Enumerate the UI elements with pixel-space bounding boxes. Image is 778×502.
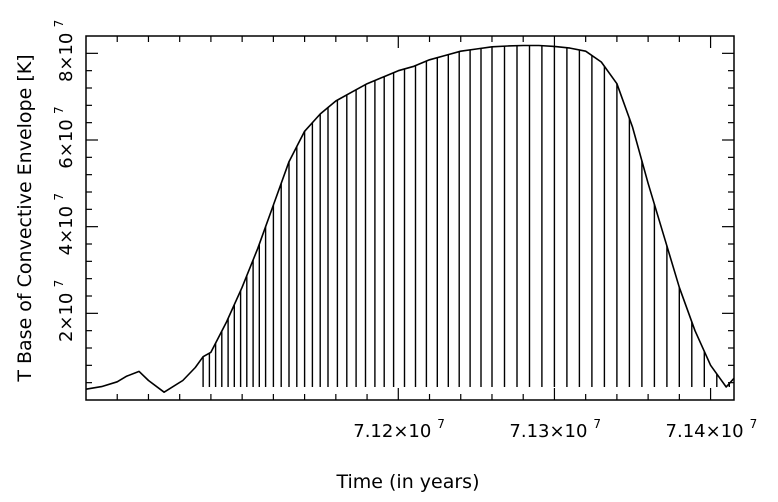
y-tick-label: 4×10 — [56, 206, 77, 255]
y-tick-label-group: 8×10 7 — [52, 20, 77, 82]
y-tick-exponent: 7 — [52, 106, 66, 114]
y-axis-ticks: 2×10 7 4×10 7 6×10 7 8×10 7 — [52, 20, 734, 384]
y-axis-label: T Base of Convective Envelope [K] — [14, 54, 36, 382]
y-tick-label: 8×10 — [56, 33, 77, 82]
plot-frame — [85, 35, 735, 401]
y-tick-exponent: 7 — [52, 280, 66, 288]
x-axis-label: Time (in years) — [335, 471, 479, 493]
y-tick-label: 2×10 — [56, 293, 77, 342]
temperature-curve — [85, 44, 735, 393]
x-tick-exponent: 7 — [750, 417, 758, 431]
x-tick-exponent: 7 — [437, 417, 445, 431]
y-tick-label-group: 2×10 7 — [52, 280, 77, 342]
x-tick-exponent: 7 — [593, 417, 601, 431]
y-tick-label-group: 4×10 7 — [52, 193, 77, 255]
y-tick-label-group: 6×10 7 — [52, 106, 77, 168]
series-layer — [85, 44, 735, 393]
x-axis-ticks: 7.12×10 7 7.13×10 7 7.14×10 7 — [116, 36, 758, 442]
x-tick-label: 7.12×10 — [353, 421, 431, 442]
y-tick-label: 6×10 — [56, 119, 77, 168]
y-tick-exponent: 7 — [52, 193, 66, 201]
y-tick-exponent: 7 — [52, 20, 66, 28]
x-tick-label: 7.13×10 — [509, 421, 587, 442]
x-tick-label: 7.14×10 — [666, 421, 744, 442]
